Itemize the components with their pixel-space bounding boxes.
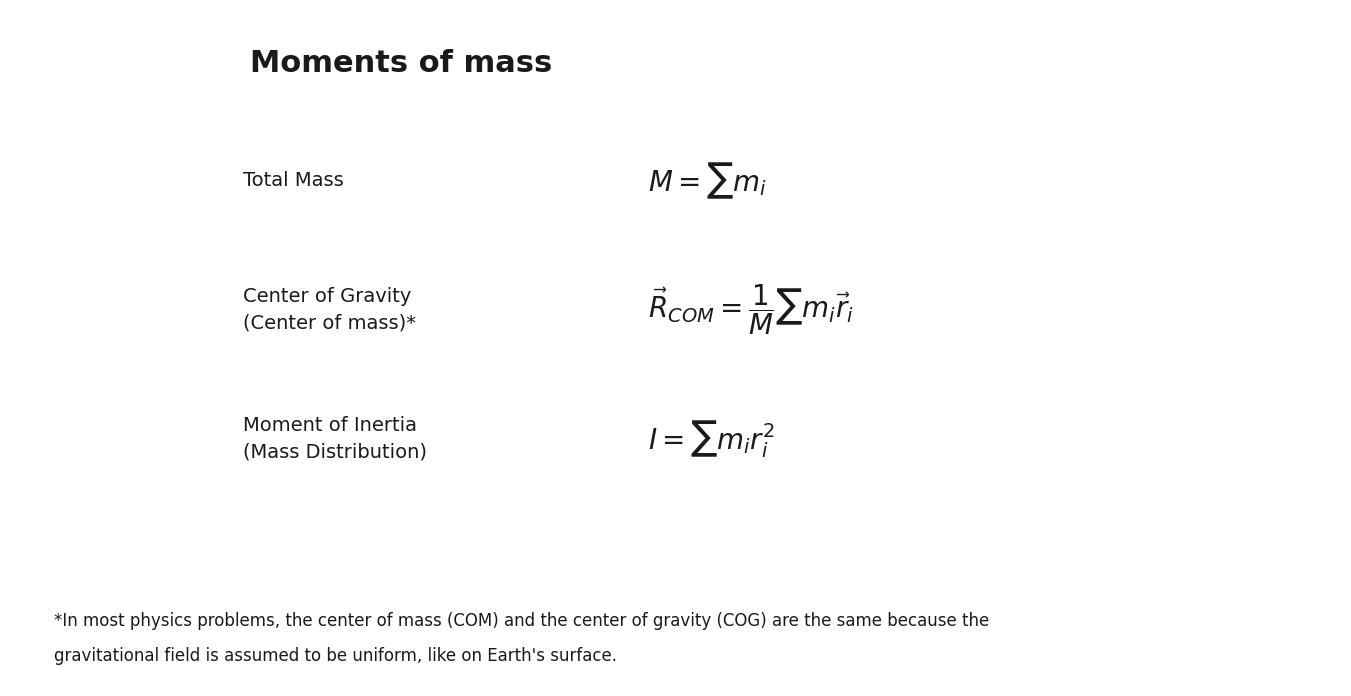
Text: $\vec{R}_{COM} = \dfrac{1}{M}\sum m_i \vec{r}_i$: $\vec{R}_{COM} = \dfrac{1}{M}\sum m_i \v… [648, 283, 855, 337]
Text: *In most physics problems, the center of mass (COM) and the center of gravity (C: *In most physics problems, the center of… [54, 612, 989, 631]
Text: $I = \sum m_i r_i^2$: $I = \sum m_i r_i^2$ [648, 418, 775, 459]
Text: Center of Gravity
(Center of mass)*: Center of Gravity (Center of mass)* [243, 287, 416, 333]
Text: gravitational field is assumed to be uniform, like on Earth's surface.: gravitational field is assumed to be uni… [54, 647, 617, 665]
Text: $M = \sum m_i$: $M = \sum m_i$ [648, 161, 767, 201]
Text: Moments of mass: Moments of mass [250, 49, 553, 78]
Text: Total Mass: Total Mass [243, 171, 345, 191]
Text: Moment of Inertia
(Mass Distribution): Moment of Inertia (Mass Distribution) [243, 416, 427, 461]
